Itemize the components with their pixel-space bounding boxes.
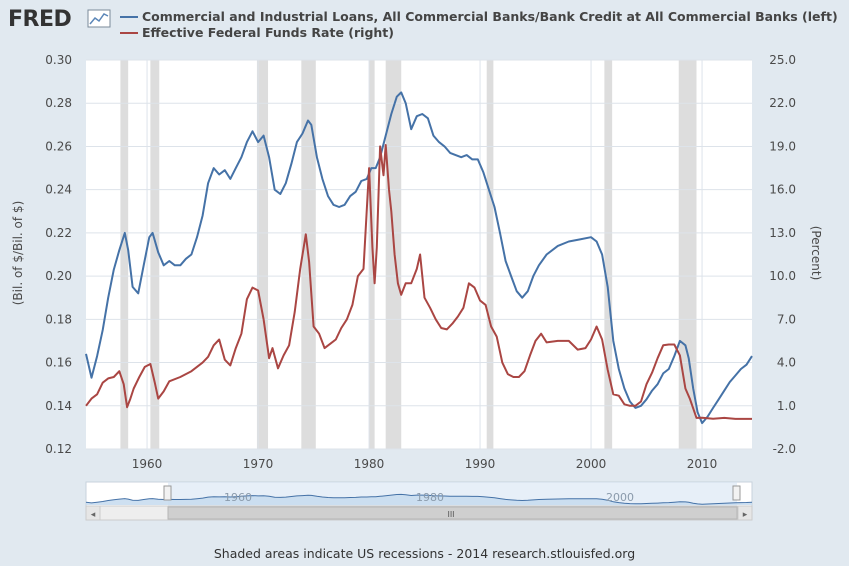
navigator-handle-right[interactable] <box>732 485 741 501</box>
left-axis-title: (Bil. of $/Bil. of $) <box>11 201 25 306</box>
x-tick-label: 1970 <box>243 457 274 471</box>
navigator-handle-left[interactable] <box>163 485 172 501</box>
legend-label-left-series: Commercial and Industrial Loans, All Com… <box>142 9 838 24</box>
y-tick-label-right: 1.0 <box>777 399 796 413</box>
recession-band <box>120 60 129 449</box>
recession-band <box>678 60 697 449</box>
series-line-left <box>85 91 753 425</box>
y-tick-label-right: 16.0 <box>769 183 796 197</box>
series-line-right <box>85 144 752 420</box>
fred-logo[interactable]: FRED <box>8 7 111 32</box>
y-tick-label-left: 0.28 <box>45 96 72 110</box>
navigator-label: 2000 <box>606 491 634 504</box>
y-tick-label-left: 0.26 <box>45 139 72 153</box>
y-tick-label-left: 0.18 <box>45 312 72 326</box>
y-tick-label-right: 22.0 <box>769 96 796 110</box>
series-lines <box>85 91 753 425</box>
navigator-label: 1980 <box>416 491 444 504</box>
navigator-line <box>85 493 753 505</box>
svg-text:FRED: FRED <box>8 7 71 32</box>
scrollbar[interactable]: III ◂ ▸ <box>85 505 753 521</box>
recession-band <box>385 60 402 449</box>
recession-band <box>150 60 160 449</box>
y-tick-label-right: 13.0 <box>769 226 796 240</box>
scrollbar-thumb[interactable] <box>167 506 738 520</box>
recession-band <box>369 60 375 449</box>
y-tick-label-right: 25.0 <box>769 53 796 67</box>
arrow-left-icon: ◂ <box>91 510 96 520</box>
logo-graph-icon <box>87 9 111 28</box>
y-tick-label-left: 0.16 <box>45 356 72 370</box>
navigator-area <box>86 494 752 505</box>
y-tick-label-right: 4.0 <box>777 356 796 370</box>
x-tick-label: 2010 <box>687 457 718 471</box>
footer-note: Shaded areas indicate US recessions - 20… <box>213 546 636 561</box>
recession-band <box>486 60 494 449</box>
legend-label-right-series: Effective Federal Funds Rate (right) <box>142 25 394 40</box>
recession-band <box>604 60 613 449</box>
y-tick-label-right: 10.0 <box>769 269 796 283</box>
y-tick-label-left: 0.14 <box>45 399 72 413</box>
navigator-label: 1960 <box>224 491 252 504</box>
scroll-right-button[interactable] <box>737 505 753 521</box>
recession-band <box>256 60 269 449</box>
scroll-left-button[interactable] <box>85 505 101 521</box>
plot-area <box>86 60 752 449</box>
x-tick-label: 1990 <box>465 457 496 471</box>
y-tick-label-left: 0.22 <box>45 226 72 240</box>
y-tick-label-right: 7.0 <box>777 312 796 326</box>
x-tick-label: 2000 <box>576 457 607 471</box>
arrow-right-icon: ▸ <box>743 510 748 520</box>
y-tick-label-right: 19.0 <box>769 139 796 153</box>
scrollbar-grip-icon: III <box>447 510 454 519</box>
y-tick-label-left: 0.12 <box>45 442 72 456</box>
navigator[interactable]: 1960 1980 2000 <box>85 481 753 507</box>
legend: Commercial and Industrial Loans, All Com… <box>120 9 838 40</box>
x-tick-label: 1980 <box>354 457 385 471</box>
x-tick-label: 1960 <box>132 457 163 471</box>
y-tick-label-left: 0.30 <box>45 53 72 67</box>
axes: 0.12 -2.0 0.14 1.0 0.16 4.0 0.18 7.0 0.20 10.0 0.2… <box>45 53 796 471</box>
y-tick-label-left: 0.20 <box>45 269 72 283</box>
y-tick-label-right: -2.0 <box>773 442 796 456</box>
y-tick-label-left: 0.24 <box>45 183 72 197</box>
right-axis-title: (Percent) <box>809 226 823 281</box>
